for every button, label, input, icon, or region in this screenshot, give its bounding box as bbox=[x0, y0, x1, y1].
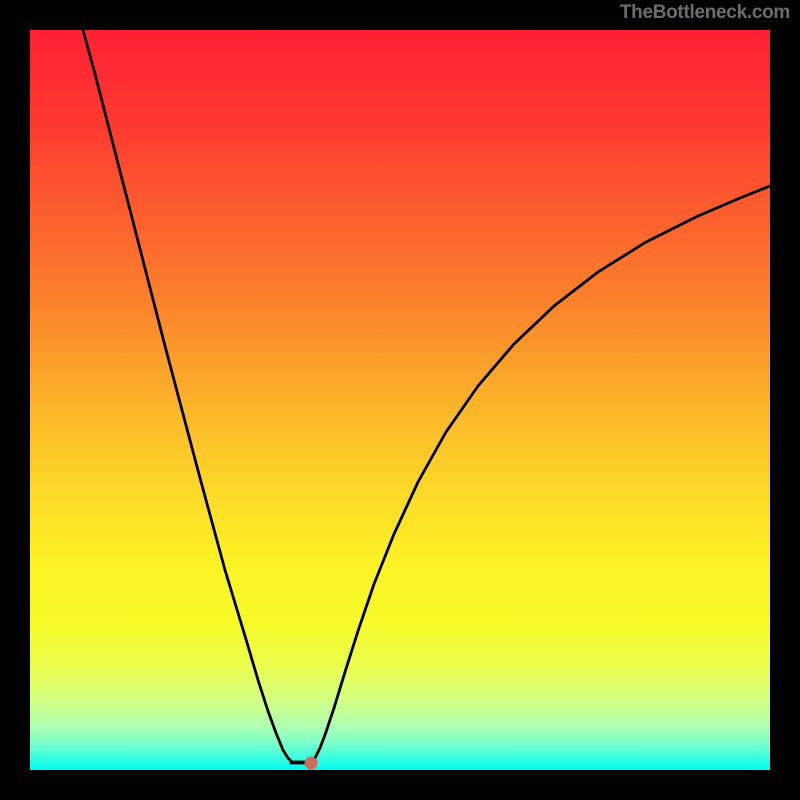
watermark-text: TheBottleneck.com bbox=[620, 2, 790, 24]
bottleneck-chart bbox=[0, 0, 800, 800]
optimum-marker bbox=[305, 757, 318, 770]
plot-area bbox=[30, 30, 770, 770]
chart-container: TheBottleneck.com bbox=[0, 0, 800, 800]
